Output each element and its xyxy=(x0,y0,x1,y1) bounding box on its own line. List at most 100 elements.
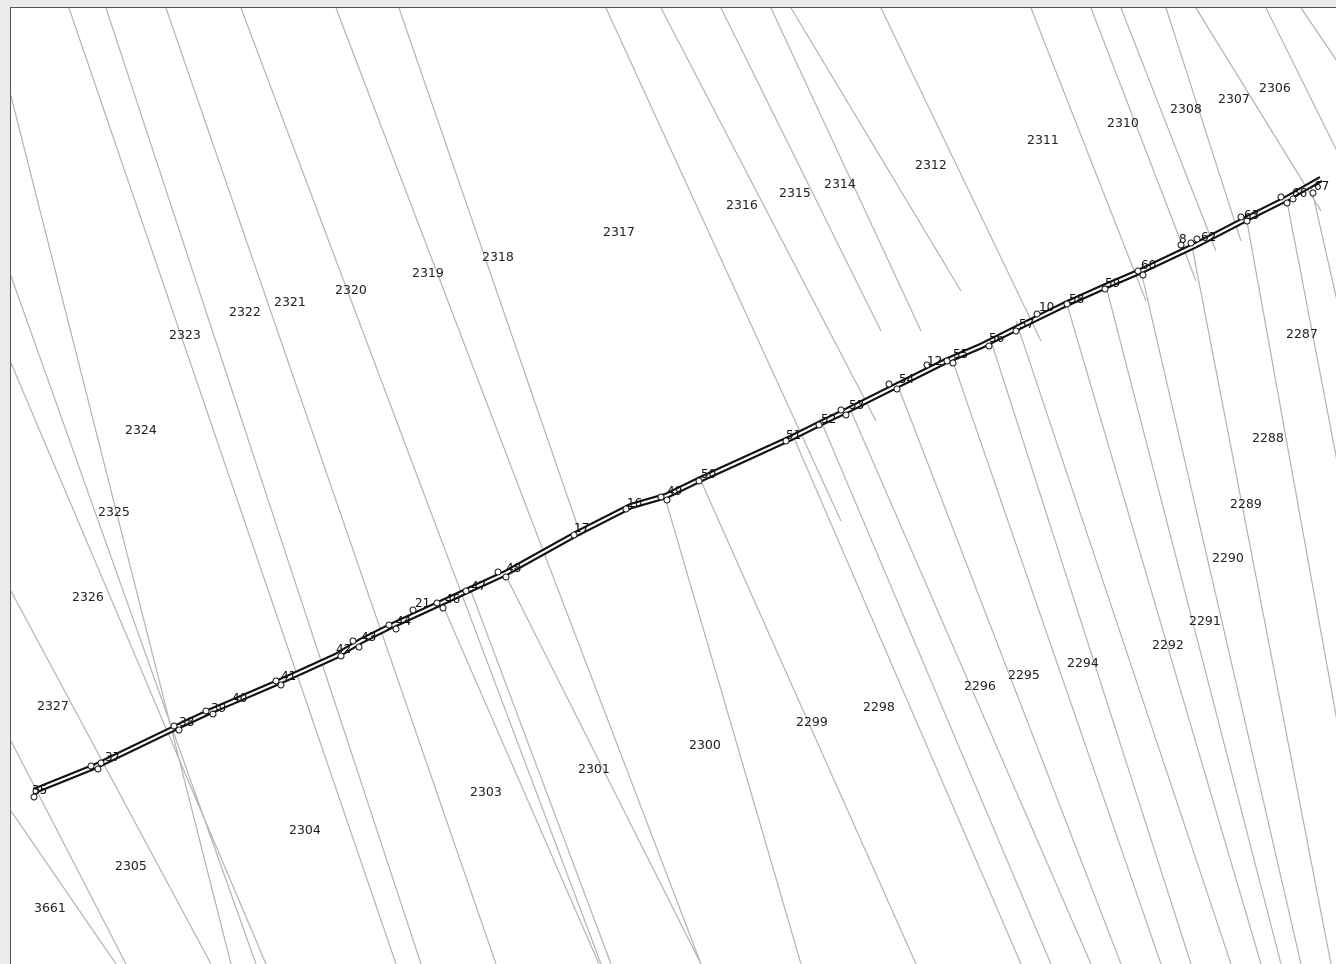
survey-vertex xyxy=(433,599,441,607)
parcel-boundary-line xyxy=(1285,195,1336,459)
survey-vertex xyxy=(462,587,470,595)
survey-point-label: 44 xyxy=(396,614,411,628)
survey-vertex xyxy=(277,681,285,689)
survey-vertex xyxy=(663,496,671,504)
survey-vertex xyxy=(494,568,502,576)
survey-point-label: 38 xyxy=(179,715,194,729)
parcel-number-label[interactable]: 2320 xyxy=(335,282,367,297)
parcel-boundary-line xyxy=(1140,270,1302,964)
parcel-boundary-line xyxy=(1065,300,1262,964)
parcel-number-label[interactable]: 2296 xyxy=(964,678,996,693)
parcel-number-label[interactable]: 2321 xyxy=(274,294,306,309)
parcel-number-label[interactable]: 2319 xyxy=(412,265,444,280)
survey-point-label: 63 xyxy=(1244,208,1259,222)
parcel-number-label[interactable]: 2327 xyxy=(37,698,69,713)
parcel-boundary-line xyxy=(11,590,212,964)
parcel-boundary-line xyxy=(505,575,702,964)
parcel-number-label[interactable]: 2288 xyxy=(1252,430,1284,445)
parcel-boundary-line xyxy=(470,590,612,964)
parcel-number-label[interactable]: 2308 xyxy=(1170,101,1202,116)
parcel-number-label[interactable]: 2300 xyxy=(689,737,721,752)
parcel-number-label[interactable]: 3661 xyxy=(34,900,66,915)
parcel-number-label[interactable]: 2326 xyxy=(72,589,104,604)
parcel-number-label[interactable]: 2322 xyxy=(229,304,261,319)
parcel-number-label[interactable]: 2316 xyxy=(726,197,758,212)
parcel-boundary-line xyxy=(68,8,397,964)
survey-point-label: 41 xyxy=(281,669,296,683)
survey-point-label: 56 xyxy=(989,331,1004,345)
survey-point-label: 21 xyxy=(415,596,430,610)
parcel-number-label[interactable]: 2312 xyxy=(915,157,947,172)
survey-vertex xyxy=(87,762,95,770)
parcel-number-label[interactable]: 2323 xyxy=(169,327,201,342)
survey-point-label: 35 xyxy=(32,783,47,797)
survey-vertex xyxy=(170,722,178,730)
survey-point-label: 67 xyxy=(1314,179,1329,193)
parcel-number-label[interactable]: 2303 xyxy=(470,784,502,799)
parcel-number-label[interactable]: 2295 xyxy=(1008,667,1040,682)
parcel-number-label[interactable]: 2299 xyxy=(796,714,828,729)
parcel-boundary-line xyxy=(1090,8,1197,282)
parcel-number-label[interactable]: 2307 xyxy=(1218,91,1250,106)
parcel-number-label[interactable]: 2298 xyxy=(863,699,895,714)
parcel-boundary-line xyxy=(11,740,127,964)
survey-vertex xyxy=(943,357,951,365)
parcel-number-label[interactable]: 2318 xyxy=(482,249,514,264)
parcel-number-label[interactable]: 2315 xyxy=(779,185,811,200)
survey-point-label: 8 xyxy=(1179,232,1187,246)
survey-point-label: 43 xyxy=(361,630,376,644)
survey-vertex xyxy=(570,531,578,539)
parcel-number-label[interactable]: 2287 xyxy=(1286,326,1318,341)
parcel-number-label[interactable]: 2310 xyxy=(1107,115,1139,130)
parcel-number-label[interactable]: 2292 xyxy=(1152,637,1184,652)
parcel-number-label[interactable]: 2317 xyxy=(603,224,635,239)
parcel-boundary-line xyxy=(11,275,257,964)
parcel-boundary-line xyxy=(880,8,1042,342)
survey-vertex xyxy=(1187,239,1195,247)
survey-point-label: 57 xyxy=(1019,317,1034,331)
map-canvas[interactable]: 35 37 38 39 40 41 42 43 44 21 46 47 48 17 16 49 50 51 52 53… xyxy=(10,7,1336,964)
parcel-boundary-line xyxy=(605,8,842,522)
parcel-boundary-line xyxy=(1190,240,1332,964)
survey-vertex xyxy=(1243,217,1251,225)
survey-vertex xyxy=(885,380,893,388)
survey-point-label: 60 xyxy=(1141,258,1156,272)
parcel-number-label[interactable]: 2291 xyxy=(1189,613,1221,628)
parcel-boundary-line xyxy=(105,8,422,964)
survey-points xyxy=(30,189,1317,801)
survey-point-label: 66 xyxy=(1292,186,1307,200)
survey-vertex xyxy=(32,787,40,795)
parcel-boundaries xyxy=(11,8,1336,964)
survey-vertex xyxy=(923,361,931,369)
survey-vertex xyxy=(392,625,400,633)
parcel-number-label[interactable]: 2325 xyxy=(98,504,130,519)
survey-vertex xyxy=(1012,327,1020,335)
survey-vertex xyxy=(657,493,665,501)
parcel-number-label[interactable]: 2311 xyxy=(1027,132,1059,147)
parcel-number-label[interactable]: 2301 xyxy=(578,761,610,776)
parcel-number-label[interactable]: 2290 xyxy=(1212,550,1244,565)
survey-vertex xyxy=(272,677,280,685)
parcel-number-label[interactable]: 2324 xyxy=(125,422,157,437)
parcel-number-label[interactable]: 2304 xyxy=(289,822,321,837)
survey-vertex xyxy=(1101,285,1109,293)
survey-vertex xyxy=(337,652,345,660)
parcel-boundary-line xyxy=(1245,215,1336,719)
survey-vertex xyxy=(842,411,850,419)
parcel-number-label[interactable]: 2294 xyxy=(1067,655,1099,670)
survey-point-label: 16 xyxy=(627,496,642,510)
cadastral-map[interactable]: 35 37 38 39 40 41 42 43 44 21 46 47 48 17 16 49 50 51 52 53… xyxy=(11,8,1336,964)
parcel-number-label[interactable]: 2306 xyxy=(1259,80,1291,95)
survey-vertex xyxy=(349,637,357,645)
survey-vertex xyxy=(1193,235,1201,243)
parcel-boundary-line xyxy=(240,8,602,964)
survey-vertex xyxy=(782,437,790,445)
survey-vertex xyxy=(622,505,630,513)
survey-vertex xyxy=(1063,300,1071,308)
parcel-number-label[interactable]: 2289 xyxy=(1230,496,1262,511)
parcel-number-label[interactable]: 2305 xyxy=(115,858,147,873)
parcel-boundary-line xyxy=(11,95,232,964)
survey-vertex xyxy=(1309,189,1317,197)
survey-point-label: 12 xyxy=(927,354,942,368)
parcel-number-label[interactable]: 2314 xyxy=(824,176,856,191)
